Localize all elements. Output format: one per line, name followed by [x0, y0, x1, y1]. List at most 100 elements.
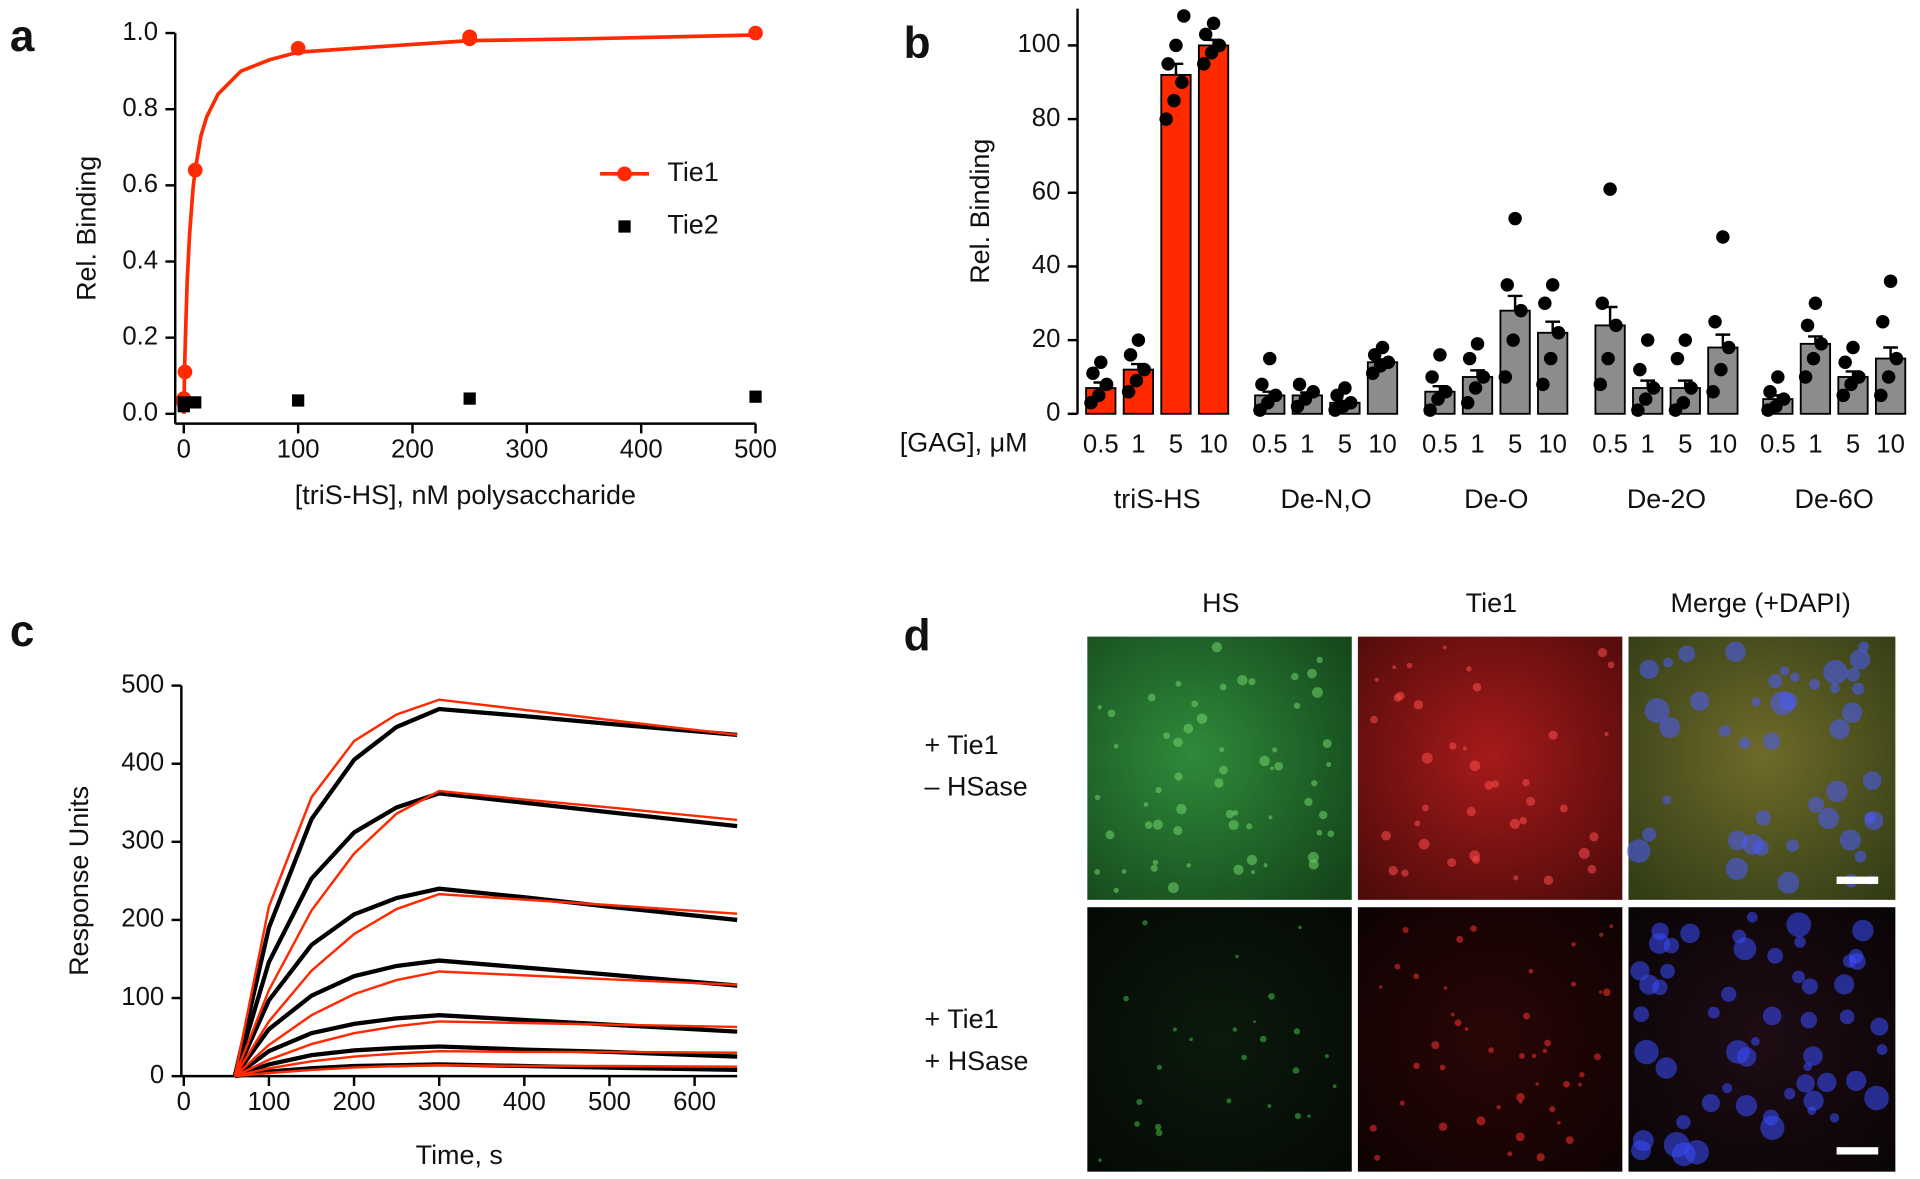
- texture: [1472, 682, 1482, 692]
- panel-label: b: [904, 19, 931, 68]
- data-point: [1255, 377, 1269, 392]
- texture: [1808, 796, 1825, 813]
- texture: [1274, 761, 1283, 771]
- data-point: [1798, 370, 1813, 384]
- texture: [1442, 645, 1447, 650]
- fit-line: [181, 33, 756, 414]
- texture: [1272, 747, 1278, 753]
- texture: [1226, 1098, 1232, 1104]
- data-point: [1169, 38, 1183, 53]
- data-point: [1640, 333, 1655, 347]
- texture: [1542, 1048, 1548, 1054]
- data-point: [1099, 377, 1114, 392]
- texture: [1293, 1028, 1301, 1035]
- texture: [1790, 672, 1800, 682]
- texture: [1571, 942, 1576, 947]
- texture: [1839, 829, 1861, 851]
- texture: [1639, 974, 1660, 995]
- x-axis-label: Time, s: [416, 1140, 503, 1170]
- texture: [1747, 911, 1758, 923]
- texture: [1439, 1064, 1446, 1071]
- texture: [1655, 1057, 1678, 1079]
- texture: [1589, 832, 1599, 842]
- texture: [1557, 1120, 1561, 1125]
- texture: [1565, 1136, 1574, 1145]
- texture: [1414, 820, 1421, 827]
- data-point: [1684, 381, 1698, 395]
- texture: [1259, 1035, 1267, 1043]
- texture: [1241, 1054, 1247, 1061]
- micrograph: [1357, 907, 1623, 1172]
- x-tick-label: 0.5: [1592, 430, 1628, 458]
- texture: [1796, 1074, 1815, 1093]
- texture: [1690, 691, 1710, 711]
- texture: [1263, 863, 1268, 868]
- y-tick-label: 500: [121, 670, 164, 698]
- texture: [1107, 709, 1116, 718]
- texture: [1803, 1046, 1823, 1066]
- micrograph: [1357, 636, 1623, 900]
- texture: [1779, 692, 1798, 711]
- texture: [1597, 647, 1608, 658]
- x-tick-label: 0.5: [1083, 430, 1119, 458]
- data-point: [1460, 396, 1475, 410]
- texture: [1311, 780, 1318, 787]
- texture: [1484, 780, 1494, 790]
- texture: [1519, 1100, 1523, 1104]
- data-point: [1375, 340, 1390, 355]
- data-point: [1263, 351, 1277, 366]
- texture: [1167, 882, 1179, 894]
- texture: [1388, 865, 1398, 876]
- panel-label: c: [10, 607, 35, 656]
- data-point: [1425, 370, 1439, 384]
- texture: [1570, 981, 1576, 987]
- texture: [1516, 1093, 1525, 1102]
- x-tick-label: 5: [1678, 430, 1692, 458]
- texture: [1768, 674, 1783, 689]
- y-tick-label: 0.4: [122, 246, 158, 274]
- texture: [1536, 1153, 1545, 1162]
- texture: [1515, 1132, 1525, 1142]
- x-axis-label: [triS-HS], nM polysaccharide: [295, 480, 636, 510]
- x-tick-label: 500: [588, 1088, 631, 1116]
- texture: [1438, 1122, 1448, 1131]
- data-point: [1198, 27, 1213, 42]
- texture: [1394, 963, 1401, 970]
- texture: [1413, 973, 1420, 980]
- data-point: [1268, 388, 1283, 403]
- x-tick-label: 400: [620, 435, 663, 463]
- texture: [1142, 920, 1148, 926]
- data-point: [1092, 388, 1106, 403]
- texture: [1156, 1064, 1163, 1070]
- data-point: [1763, 384, 1777, 399]
- panel-label: a: [10, 12, 35, 61]
- x-tick-label: 400: [503, 1088, 546, 1116]
- texture: [1464, 1027, 1469, 1031]
- y-tick-label: 0.6: [122, 170, 158, 198]
- y-axis-label: Rel. Binding: [71, 156, 101, 301]
- group-label: De-O: [1464, 484, 1528, 514]
- texture: [1846, 667, 1861, 682]
- data-point: [1646, 381, 1661, 395]
- texture: [1829, 683, 1840, 694]
- texture: [1786, 912, 1812, 938]
- texture: [1431, 1041, 1440, 1050]
- texture: [1801, 978, 1818, 995]
- x-tick-label: 5: [1846, 430, 1860, 458]
- texture: [1152, 819, 1163, 830]
- data-point: [1836, 388, 1850, 403]
- texture: [1707, 1006, 1720, 1019]
- x-tick-label: 300: [505, 435, 548, 463]
- texture: [1762, 1006, 1782, 1026]
- x-tick-label: 10: [1199, 430, 1228, 458]
- marker: [187, 162, 203, 178]
- texture: [1732, 929, 1747, 944]
- texture: [1144, 821, 1153, 829]
- texture: [1644, 698, 1670, 723]
- y-tick-label: 0.8: [122, 94, 158, 122]
- y-tick-label: 0.2: [122, 322, 158, 350]
- texture: [1235, 954, 1239, 959]
- texture: [1327, 830, 1335, 838]
- micrograph: [1087, 636, 1352, 900]
